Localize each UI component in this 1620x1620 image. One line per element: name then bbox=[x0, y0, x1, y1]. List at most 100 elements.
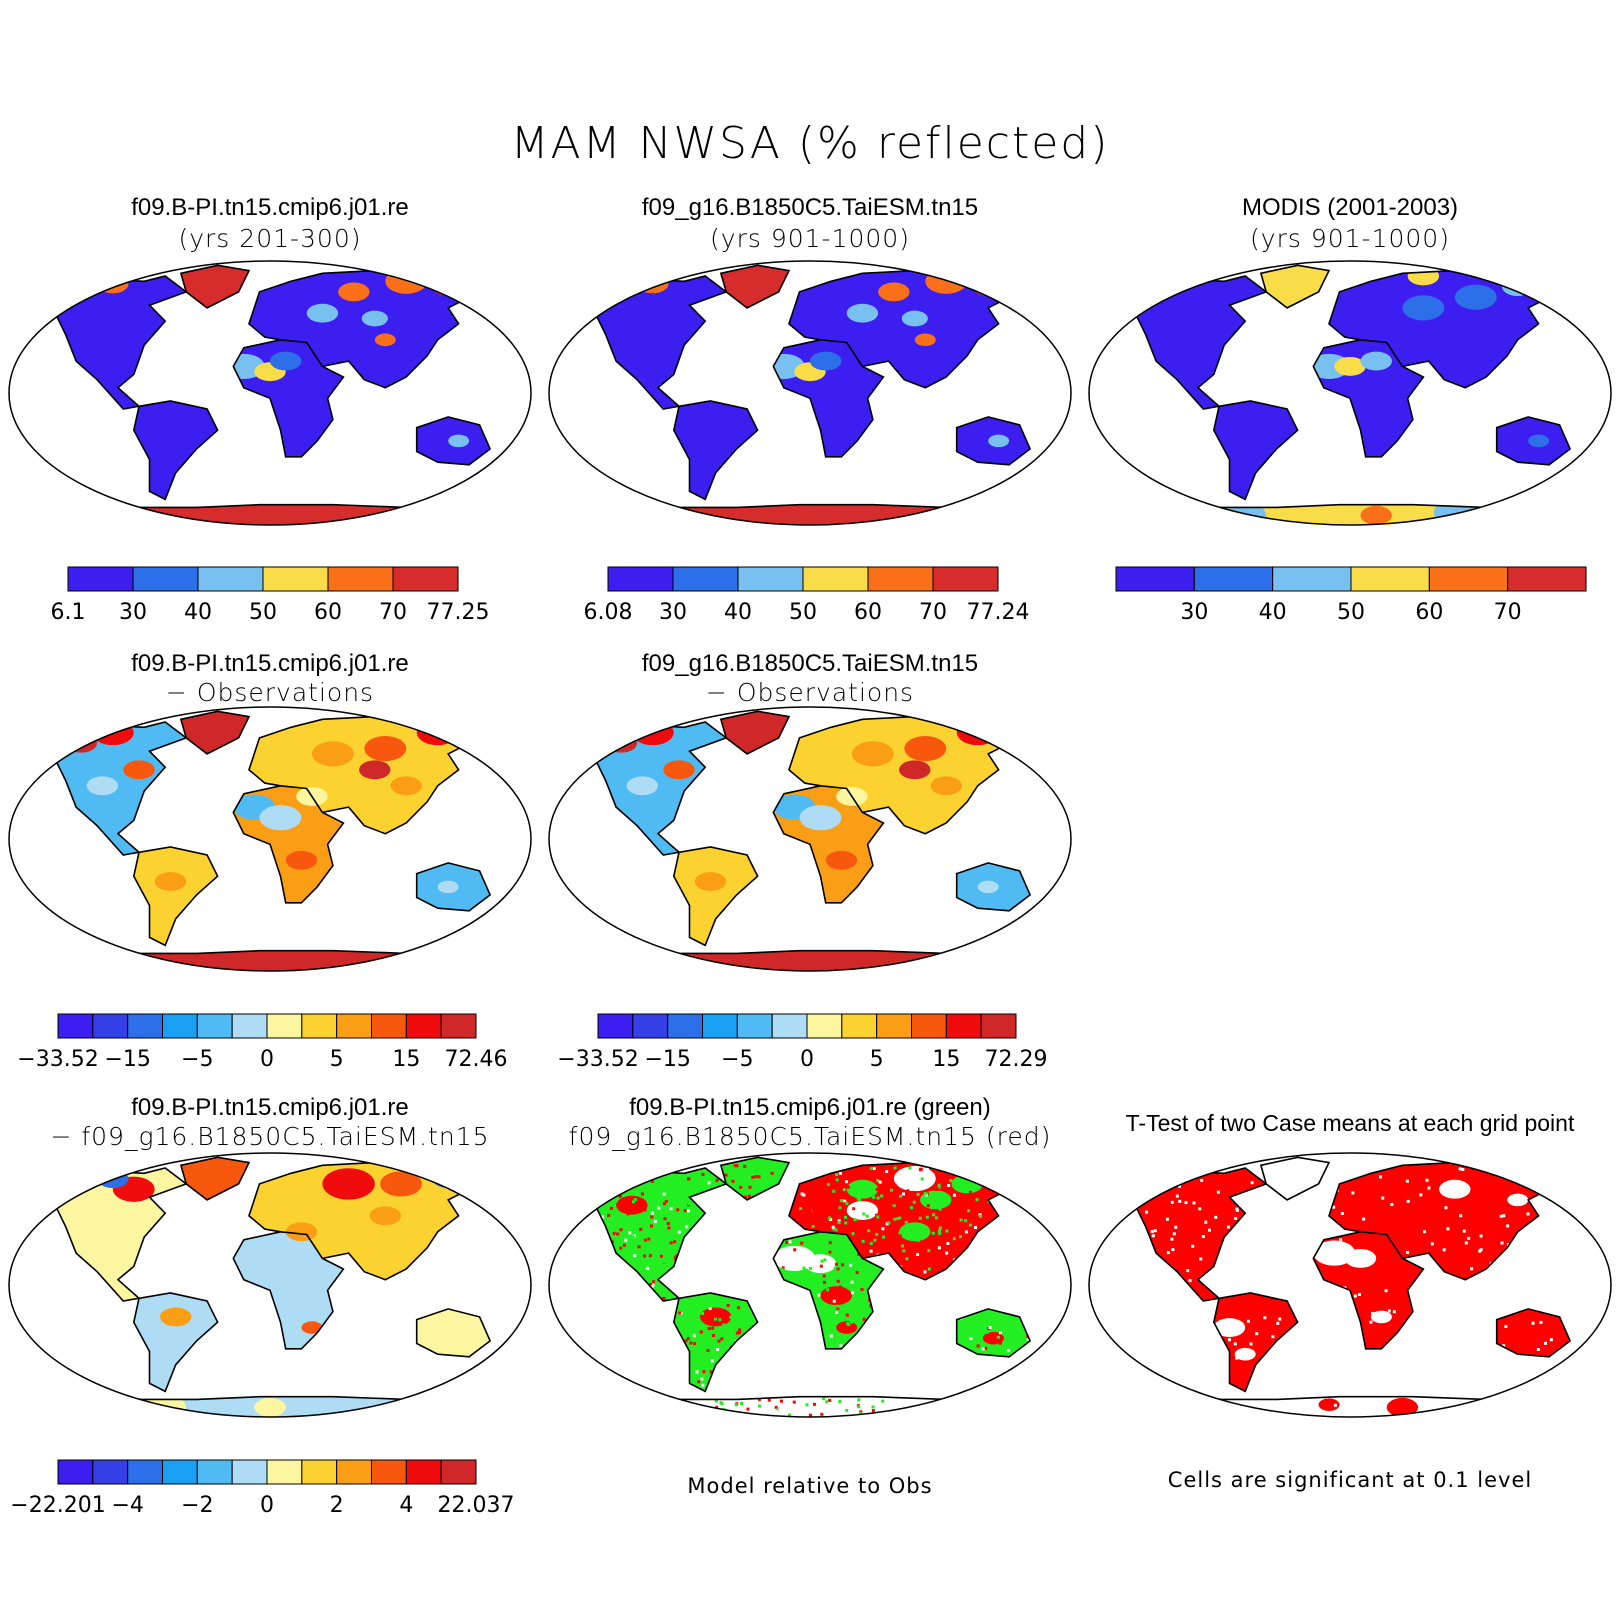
grid-cell bbox=[1442, 1248, 1446, 1252]
south-america-fill bbox=[673, 1293, 758, 1392]
grid-cell bbox=[664, 1199, 668, 1203]
panel-title: T-Test of two Case means at each grid po… bbox=[1125, 1110, 1575, 1136]
grid-cell bbox=[920, 1405, 924, 1409]
grid-cell bbox=[1506, 1224, 1510, 1228]
field-patch bbox=[914, 333, 936, 347]
colorbar-tick-label: 0 bbox=[260, 1493, 274, 1518]
grid-cell bbox=[665, 1212, 669, 1216]
grid-cell bbox=[829, 1334, 833, 1338]
grid-cell bbox=[857, 1398, 861, 1402]
grid-cell bbox=[747, 1194, 751, 1198]
grid-cell bbox=[662, 1263, 666, 1267]
grid-cell bbox=[1381, 1196, 1385, 1200]
grid-cell bbox=[999, 1331, 1003, 1335]
north-america-coastline bbox=[32, 1167, 188, 1302]
grid-cell bbox=[874, 1213, 878, 1217]
grid-cell bbox=[869, 1166, 873, 1170]
colorbar-swatch bbox=[405, 1459, 442, 1485]
greenland-coastline bbox=[719, 710, 791, 755]
south-america-coastline bbox=[132, 400, 219, 501]
grid-cell bbox=[1406, 1199, 1410, 1203]
grid-cell bbox=[586, 1199, 590, 1203]
grid-cell bbox=[692, 1334, 696, 1338]
greenland-fill bbox=[720, 265, 789, 308]
grid-cell bbox=[1011, 1171, 1015, 1175]
grid-cell bbox=[778, 1408, 782, 1412]
grid-cell bbox=[826, 1288, 830, 1292]
colorbar-tick-label: 70 bbox=[919, 600, 947, 625]
grid-cell bbox=[849, 1218, 853, 1222]
grid-cell bbox=[885, 1170, 889, 1174]
colorbar: 6.08 30 40 50 60 70 77.24 bbox=[584, 566, 1029, 637]
colorbar-swatch bbox=[440, 1013, 477, 1039]
grid-cell bbox=[837, 1221, 841, 1225]
grid-cell bbox=[975, 1168, 979, 1172]
colorbar-tick-label: −22.201 bbox=[10, 1493, 105, 1518]
grid-cell bbox=[828, 1250, 832, 1254]
grid-cell bbox=[881, 1227, 885, 1231]
panel-subtitle: (yrs 901-1000) bbox=[1250, 224, 1450, 253]
field-patch bbox=[1386, 1397, 1419, 1417]
grid-cell bbox=[637, 1414, 641, 1417]
grid-cell bbox=[780, 1262, 784, 1266]
field-patch bbox=[1360, 351, 1392, 371]
grid-cell bbox=[701, 1383, 705, 1387]
colorbar-swatch bbox=[162, 1013, 198, 1039]
colorbar-swatch bbox=[911, 1013, 947, 1039]
grid-cell bbox=[754, 1175, 758, 1179]
field-patch bbox=[1334, 356, 1366, 376]
grid-cell bbox=[954, 1251, 958, 1255]
field-patch bbox=[1454, 284, 1497, 310]
grid-cell bbox=[722, 1323, 726, 1327]
antarctica-coastline bbox=[79, 949, 471, 971]
colorbar-swatch bbox=[196, 1459, 233, 1485]
grid-cell bbox=[1246, 1319, 1250, 1323]
field-patch bbox=[773, 1245, 816, 1271]
colorbar-swatch bbox=[57, 1459, 94, 1485]
grid-cell bbox=[945, 1251, 949, 1255]
grid-cell bbox=[1461, 1168, 1465, 1172]
grid-cell bbox=[964, 1230, 968, 1234]
grid-cell bbox=[841, 1251, 845, 1255]
grid-cell bbox=[838, 1400, 842, 1404]
grid-cell bbox=[927, 1267, 931, 1271]
grid-cell bbox=[1263, 1316, 1267, 1320]
grid-cell bbox=[608, 1168, 612, 1172]
grid-cell bbox=[975, 1201, 979, 1205]
grid-cell bbox=[757, 1175, 761, 1179]
grid-cell bbox=[1425, 1178, 1429, 1182]
grid-cell bbox=[964, 1219, 968, 1223]
grid-cell bbox=[691, 1374, 695, 1378]
australia-coastline bbox=[415, 1308, 492, 1358]
field-patch bbox=[626, 776, 659, 796]
grid-cell bbox=[1172, 1232, 1176, 1236]
grid-cell bbox=[735, 1331, 739, 1335]
grid-cell bbox=[637, 1245, 641, 1249]
grid-cell bbox=[574, 1189, 578, 1193]
grid-cell bbox=[716, 1348, 720, 1352]
map-border bbox=[8, 260, 532, 526]
grid-cell bbox=[904, 1220, 908, 1224]
grid-cell bbox=[677, 1230, 681, 1234]
grid-cell bbox=[968, 1223, 972, 1227]
grid-cell bbox=[678, 1323, 682, 1327]
grid-cell bbox=[661, 1415, 665, 1417]
grid-cell bbox=[724, 1345, 728, 1349]
field-patch bbox=[610, 285, 632, 299]
grid-cell bbox=[663, 1217, 667, 1221]
north-america-coastline bbox=[1112, 275, 1268, 410]
grid-cell bbox=[925, 1215, 929, 1219]
grid-cell bbox=[952, 1237, 956, 1241]
grid-cell bbox=[1178, 1184, 1182, 1188]
grid-cell bbox=[799, 1206, 803, 1210]
colorbar-swatch bbox=[327, 566, 394, 592]
grid-cell bbox=[937, 1183, 941, 1187]
grid-cell bbox=[947, 1401, 951, 1405]
field-patch bbox=[825, 850, 858, 870]
field-patch bbox=[285, 850, 318, 870]
grid-cell bbox=[882, 1235, 886, 1239]
grid-cell bbox=[734, 1403, 738, 1407]
grid-cell bbox=[1308, 1160, 1312, 1164]
grid-cell bbox=[908, 1234, 912, 1238]
grid-cell bbox=[698, 1300, 702, 1304]
